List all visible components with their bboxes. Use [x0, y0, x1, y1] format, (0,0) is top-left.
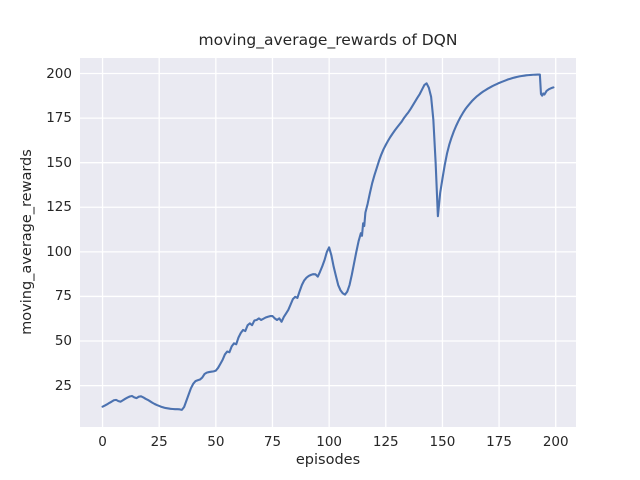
x-tick-label: 25 [150, 434, 168, 450]
reward-line-series [101, 73, 555, 411]
x-tick-label: 200 [542, 434, 569, 450]
y-tick-label: 50 [54, 333, 72, 350]
y-tick-label: 175 [46, 110, 72, 127]
x-tick-label: 0 [98, 434, 107, 450]
y-tick-label: 75 [54, 288, 72, 305]
y-tick-label: 200 [46, 65, 72, 82]
x-axis-label: episodes [295, 452, 361, 468]
y-tick-label: 125 [46, 199, 72, 216]
x-tick-label: 75 [263, 434, 282, 450]
plot-area [80, 58, 576, 427]
x-tick-label: 100 [316, 434, 343, 450]
y-axis-label: moving_average_rewards [19, 149, 35, 335]
x-tick-label: 125 [372, 434, 399, 450]
x-tick-label: 175 [486, 434, 512, 450]
chart-title: moving_average_rewards of DQN [198, 31, 458, 49]
y-tick-label: 25 [54, 377, 72, 394]
x-tick-label: 150 [429, 434, 456, 450]
plot-canvas [80, 58, 576, 427]
y-tick-label: 100 [46, 243, 72, 260]
y-tick-label: 150 [46, 154, 72, 171]
x-tick-label: 50 [207, 434, 225, 450]
